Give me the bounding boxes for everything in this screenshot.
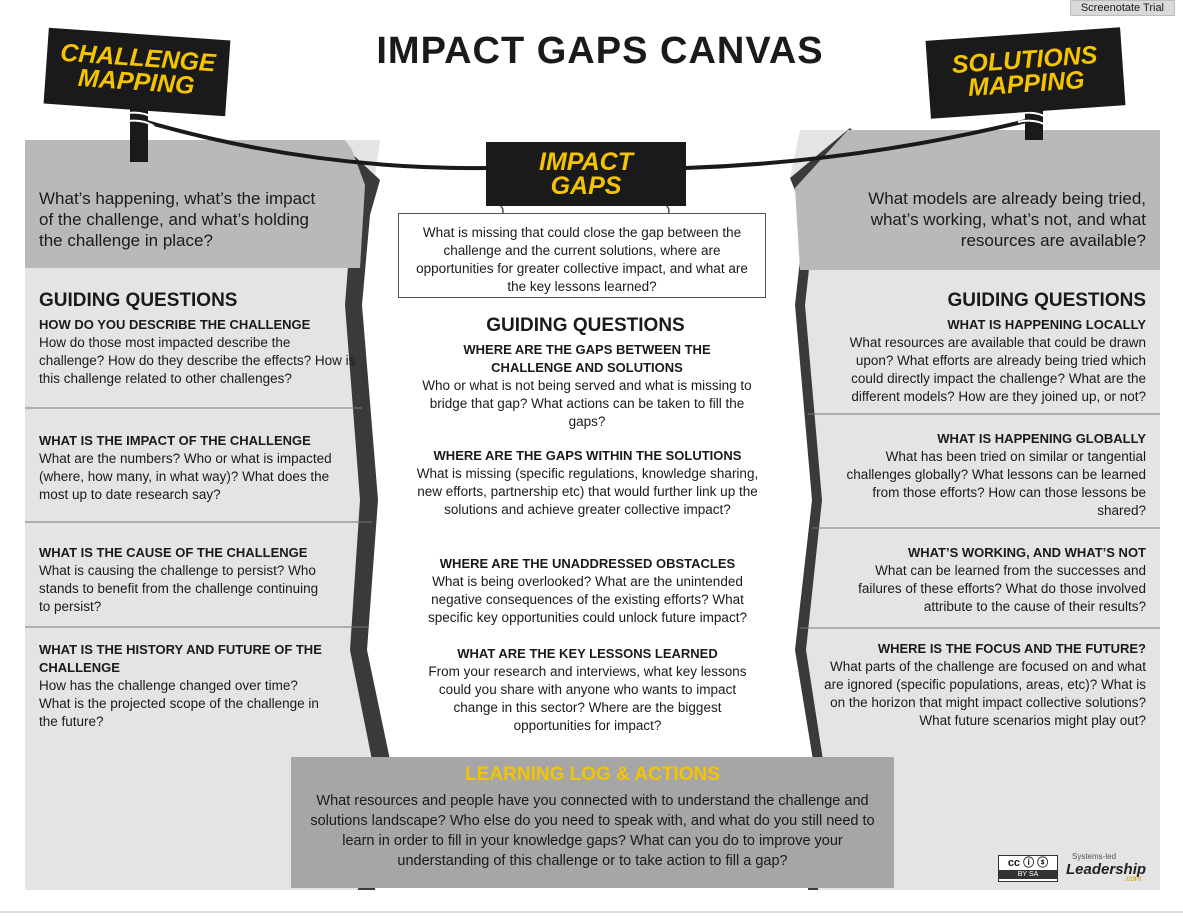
right-section: WHAT’S WORKING, AND WHAT’S NOT What can … — [830, 544, 1146, 616]
section-body: Who or what is not being served and what… — [422, 378, 752, 429]
left-section: WHAT IS THE CAUSE OF THE CHALLENGE What … — [39, 544, 329, 616]
section-body: How do those most impacted describe the … — [39, 335, 356, 386]
page-title: IMPACT GAPS CANVAS — [376, 30, 824, 72]
section-heading: WHAT’S WORKING, AND WHAT’S NOT — [907, 545, 1146, 560]
brand-main: Leadership — [1066, 861, 1147, 878]
left-section: WHAT IS THE IMPACT OF THE CHALLENGE What… — [39, 432, 349, 504]
left-section: WHAT IS THE HISTORY AND FUTURE OF THE CH… — [39, 641, 324, 731]
left-panel-bg — [25, 140, 390, 890]
rope — [685, 118, 1031, 170]
section-body: What has been tried on similar or tangen… — [846, 449, 1146, 518]
cc-icon: cc ⓘ ⓢ — [1007, 857, 1049, 869]
section-heading: WHAT IS THE IMPACT OF THE CHALLENGE — [39, 433, 311, 448]
center-intro-box: What is missing that could close the gap… — [398, 213, 766, 298]
right-section: WHAT IS HAPPENING LOCALLY What resources… — [826, 316, 1146, 406]
center-guiding-questions: GUIDING QUESTIONS — [486, 315, 685, 336]
right-intro: What models are already being tried, wha… — [868, 189, 1146, 250]
left-post — [130, 100, 148, 162]
brand-domain: .com — [1124, 874, 1142, 883]
solutions-mapping-sign: SOLUTIONS MAPPING — [925, 27, 1126, 119]
sign-line: GAPS — [550, 172, 622, 200]
learning-log-title: LEARNING LOG & ACTIONS — [465, 764, 720, 785]
right-section: WHERE IS THE FOCUS AND THE FUTURE? What … — [818, 640, 1146, 730]
log-bg — [291, 757, 894, 888]
section-heading: WHERE ARE THE UNADDRESSED OBSTACLES — [439, 556, 736, 571]
section-heading: WHAT IS HAPPENING GLOBALLY — [937, 431, 1146, 446]
learning-log-body: What resources and people have you conne… — [310, 793, 875, 869]
section-heading: WHAT ARE THE KEY LESSONS LEARNED — [457, 646, 718, 661]
section-heading: WHAT IS HAPPENING LOCALLY — [947, 317, 1146, 332]
center-section: WHERE ARE THE UNADDRESSED OBSTACLES What… — [410, 555, 765, 627]
section-body: What is being overlooked? What are the u… — [428, 574, 747, 625]
section-body: What are the numbers? Who or what is imp… — [39, 451, 332, 502]
section-heading: WHAT IS THE HISTORY AND FUTURE OF THE CH… — [39, 642, 322, 675]
right-section: WHAT IS HAPPENING GLOBALLY What has been… — [846, 430, 1146, 520]
impact-gaps-sign: IMPACT GAPS — [486, 142, 686, 206]
rope — [139, 118, 489, 171]
section-body: What is missing (specific regulations, k… — [416, 466, 759, 517]
section-heading: WHERE ARE THE GAPS BETWEEN THE CHALLENGE… — [463, 342, 711, 375]
rope-knot — [1017, 111, 1049, 127]
left-guiding-questions: GUIDING QUESTIONS — [39, 290, 238, 311]
center-section: WHERE ARE THE GAPS WITHIN THE SOLUTIONS … — [410, 447, 765, 519]
section-heading: WHAT IS THE CAUSE OF THE CHALLENGE — [39, 545, 308, 560]
rope-knot — [123, 111, 155, 127]
section-body: What is causing the challenge to persist… — [39, 563, 319, 614]
section-body: How has the challenge changed over time?… — [39, 678, 319, 729]
center-section: WHERE ARE THE GAPS BETWEEN THE CHALLENGE… — [412, 341, 762, 431]
right-guiding-questions: GUIDING QUESTIONS — [947, 290, 1146, 311]
section-body: What resources are available that could … — [849, 335, 1146, 404]
brand-logo: Systems-led Leadership .com — [1066, 852, 1150, 883]
section-heading: HOW DO YOU DESCRIBE THE CHALLENGE — [39, 317, 311, 332]
left-top-band — [25, 140, 365, 268]
brand-small: Systems-led — [1072, 852, 1117, 861]
section-body: What can be learned from the successes a… — [858, 563, 1146, 614]
sign-line: IMPACT — [539, 148, 633, 176]
right-fold — [790, 128, 870, 890]
center-section: WHAT ARE THE KEY LESSONS LEARNED From yo… — [415, 645, 760, 735]
trial-label: Screenotate Trial — [1069, 0, 1175, 16]
section-body: From your research and interviews, what … — [428, 664, 747, 733]
left-intro: What’s happening, what’s the impact of t… — [39, 189, 316, 250]
section-heading: WHERE IS THE FOCUS AND THE FUTURE? — [877, 641, 1146, 656]
license-terms: BY SA — [999, 870, 1057, 879]
left-fold — [345, 150, 390, 890]
left-section: HOW DO YOU DESCRIBE THE CHALLENGE How do… — [39, 316, 359, 388]
right-panel-bg — [790, 130, 1160, 890]
cc-license-badge: cc ⓘ ⓢ BY SA — [998, 855, 1058, 882]
section-heading: WHERE ARE THE GAPS WITHIN THE SOLUTIONS — [433, 448, 742, 463]
challenge-mapping-sign: CHALLENGE MAPPING — [43, 27, 231, 117]
right-top-band — [795, 130, 1160, 270]
section-body: What parts of the challenge are focused … — [824, 659, 1146, 728]
